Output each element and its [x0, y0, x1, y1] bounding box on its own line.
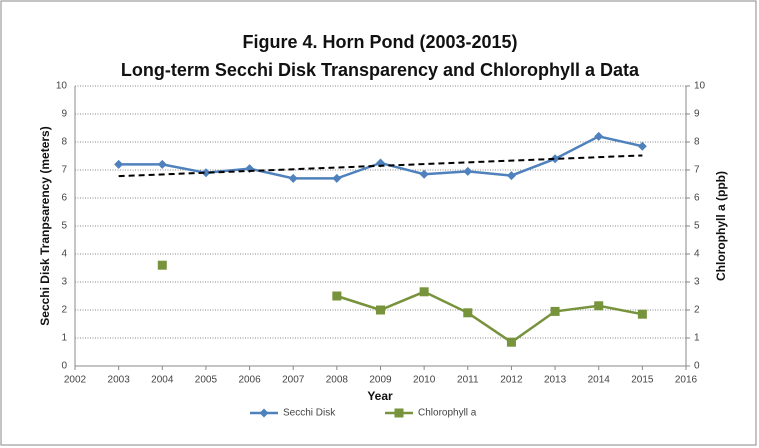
marker [114, 159, 124, 169]
x-tick-label: 2013 [544, 375, 567, 386]
x-tick-label: 2016 [675, 375, 698, 386]
legend-marker [394, 408, 404, 418]
marker [419, 287, 429, 297]
x-tick-label: 2009 [369, 375, 392, 386]
x-tick-label: 2003 [108, 375, 131, 386]
marker [637, 309, 647, 319]
y2-tick-label: 8 [694, 137, 700, 148]
marker [506, 337, 516, 347]
marker [594, 131, 604, 141]
y2-tick-label: 3 [694, 277, 700, 288]
legend-label: Secchi Disk [283, 408, 336, 419]
y-tick-label: 8 [61, 137, 67, 148]
y2-tick-label: 10 [694, 81, 706, 92]
y-tick-label: 4 [61, 249, 67, 260]
y-tick-label: 7 [61, 165, 67, 176]
y-tick-label: 3 [61, 277, 67, 288]
trendline [118, 154, 643, 178]
marker [550, 154, 560, 164]
y-axis-label: Secchi Disk Tranpsarency (meters) [38, 126, 52, 325]
marker [419, 169, 429, 179]
chart-subtitle: Long-term Secchi Disk Transparency and C… [121, 60, 640, 80]
marker [332, 173, 342, 183]
y-tick-label: 6 [61, 193, 67, 204]
y-tick-label: 2 [61, 305, 67, 316]
x-tick-label: 2004 [151, 375, 174, 386]
x-tick-label: 2007 [282, 375, 305, 386]
x-tick-label: 2011 [457, 375, 479, 386]
series-line [336, 290, 643, 344]
legend-label: Chlorophyll a [418, 408, 477, 419]
marker [506, 171, 516, 181]
x-tick-label: 2014 [588, 375, 611, 386]
y2-tick-label: 7 [694, 165, 700, 176]
x-tick-label: 2002 [64, 375, 87, 386]
x-tick-label: 2006 [238, 375, 261, 386]
y2-tick-label: 1 [694, 333, 700, 344]
marker [332, 291, 342, 301]
chart-title: Figure 4. Horn Pond (2003-2015) [242, 32, 517, 52]
y-tick-label: 10 [56, 81, 68, 92]
y2-axis-label: Chlorophyll a (ppb) [714, 171, 728, 281]
marker [463, 166, 473, 176]
y-tick-label: 1 [61, 333, 67, 344]
y-tick-label: 0 [61, 361, 67, 372]
y-tick-label: 9 [61, 109, 67, 120]
marker [376, 305, 385, 315]
marker [201, 168, 211, 178]
x-tick-label: 2010 [413, 375, 436, 386]
y2-tick-label: 4 [694, 249, 700, 260]
y2-tick-label: 2 [694, 305, 700, 316]
marker [157, 159, 167, 169]
marker [637, 141, 647, 151]
legend-marker [259, 408, 269, 418]
y2-tick-label: 0 [694, 361, 700, 372]
marker [288, 173, 298, 183]
y2-tick-label: 9 [694, 109, 700, 120]
x-tick-label: 2005 [195, 375, 218, 386]
marker [157, 260, 167, 270]
x-tick-label: 2008 [326, 375, 349, 386]
marker [550, 306, 560, 316]
y2-tick-label: 6 [694, 193, 700, 204]
x-axis-label: Year [367, 389, 393, 403]
x-tick-label: 2015 [631, 375, 654, 386]
marker [463, 308, 473, 318]
y-tick-label: 5 [61, 221, 67, 232]
marker [594, 301, 604, 311]
y2-tick-label: 5 [694, 221, 700, 232]
x-tick-label: 2012 [500, 375, 523, 386]
